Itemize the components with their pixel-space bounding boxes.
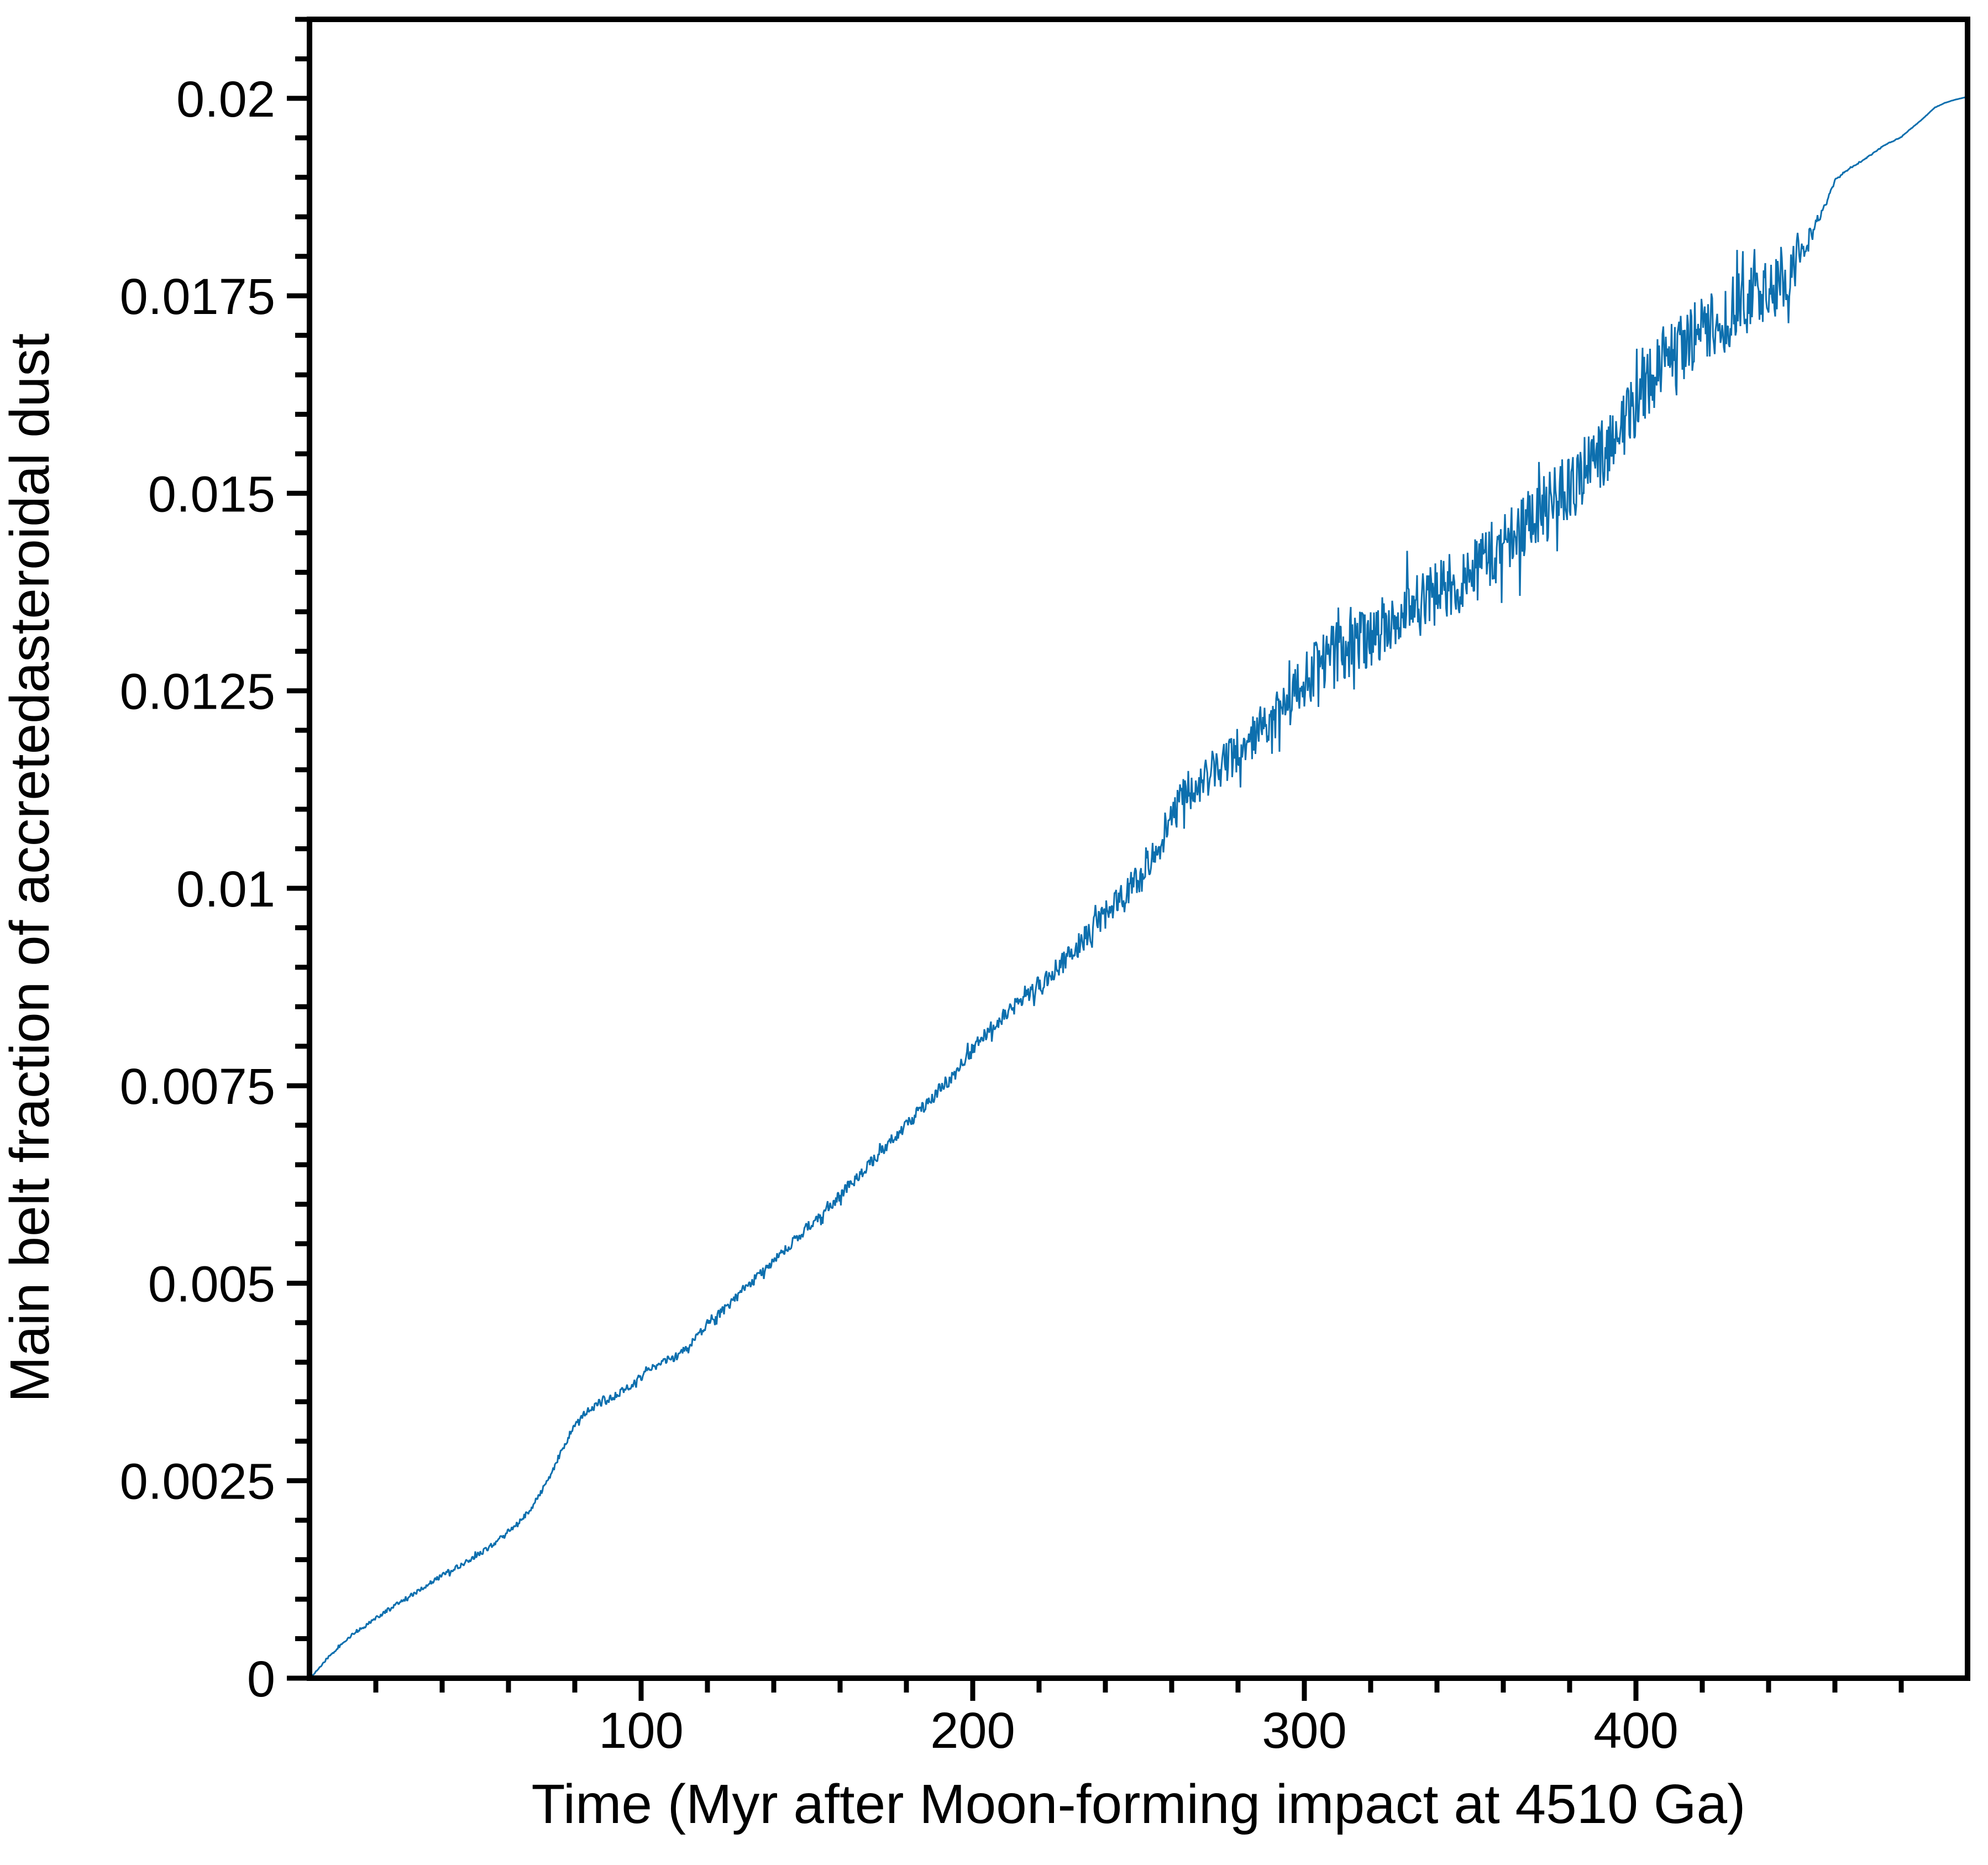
y-tick-label: 0.0125 (120, 664, 275, 720)
y-tick-label: 0.0025 (120, 1454, 275, 1510)
x-tick-label: 400 (1593, 1702, 1678, 1759)
axis-ticks (287, 17, 1904, 1701)
axis-tick-labels: 100 200 300 400 0 0.0025 0.005 0.0075 0.01 0.0125… (120, 71, 1678, 1759)
plot-area (307, 17, 1970, 1681)
y-tick-label: 0.005 (148, 1256, 275, 1312)
data-line-main-belt-dust (308, 96, 1968, 1679)
y-tick-label: 0 (247, 1651, 275, 1707)
y-tick-label: 0.01 (176, 861, 275, 918)
y-tick-label: 0.015 (148, 466, 275, 522)
y-axis-label: Main belt fraction of accretedasteroidal… (0, 333, 61, 1403)
x-tick-label: 100 (599, 1702, 684, 1759)
x-tick-label: 200 (930, 1702, 1015, 1759)
x-tick-label: 300 (1262, 1702, 1347, 1759)
y-tick-label: 0.02 (176, 71, 275, 128)
x-axis-label: Time (Myr after Moon-forming impact at 4… (532, 1773, 1746, 1835)
y-tick-label: 0.0175 (120, 269, 275, 325)
y-tick-label: 0.0075 (120, 1059, 275, 1115)
